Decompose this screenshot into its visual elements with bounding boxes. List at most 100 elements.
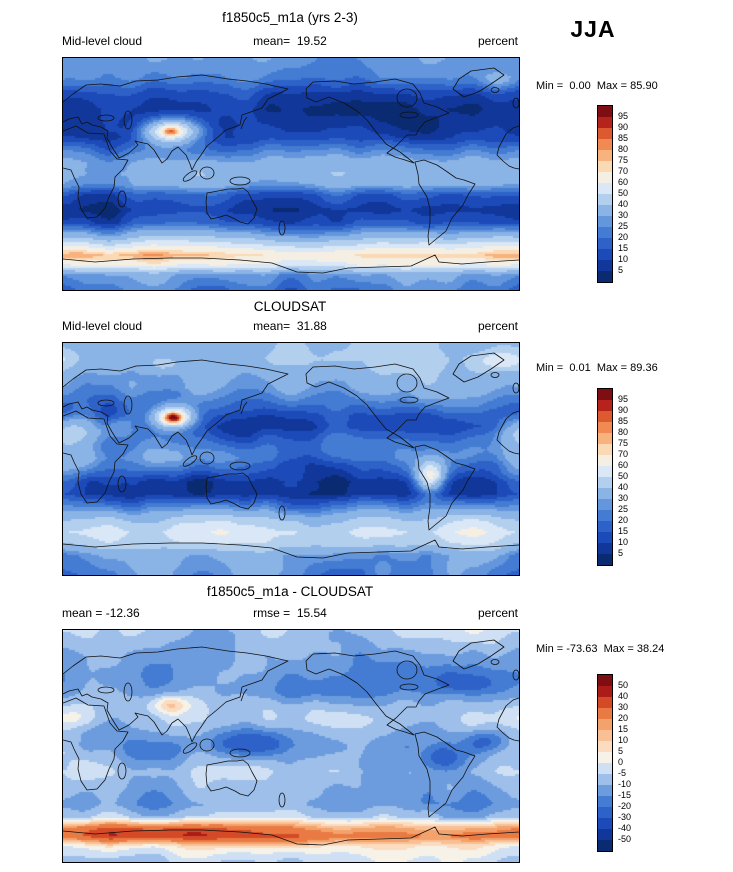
colorbar-block bbox=[598, 422, 612, 433]
colorbar-block bbox=[598, 763, 612, 774]
map-diff bbox=[62, 629, 520, 863]
colorbar-block bbox=[598, 106, 612, 117]
colorbar-tick-label: 95 bbox=[618, 394, 629, 404]
colorbar-block bbox=[598, 466, 612, 477]
units-label: percent bbox=[477, 606, 518, 620]
colorbar-bar bbox=[597, 674, 613, 852]
colorbar-block bbox=[598, 697, 612, 708]
colorbar-block bbox=[598, 161, 612, 172]
colorbar-tick-label: -10 bbox=[618, 779, 632, 789]
map-model bbox=[62, 57, 520, 291]
colorbar-tick-label: 80 bbox=[618, 427, 629, 437]
colorbar-block bbox=[598, 411, 612, 422]
colorbar-tick-label: 20 bbox=[618, 515, 629, 525]
colorbar-block bbox=[598, 477, 612, 488]
colorbar-tick-label: -20 bbox=[618, 801, 632, 811]
colorbar-tick-label: 5 bbox=[618, 265, 624, 275]
colorbar-tick-label: -5 bbox=[618, 768, 627, 778]
colorbar-block bbox=[598, 686, 612, 697]
colorbar-tick-label: 15 bbox=[618, 526, 629, 536]
colorbar-block bbox=[598, 708, 612, 719]
colorbar-block bbox=[598, 139, 612, 150]
colorbar-tick-label: 5 bbox=[618, 746, 624, 756]
colorbar-block bbox=[598, 205, 612, 216]
coastlines-overlay bbox=[63, 352, 519, 559]
colorbar-block bbox=[598, 730, 612, 741]
coastlines-overlay bbox=[63, 639, 519, 846]
colorbar-tick-label: 50 bbox=[618, 680, 629, 690]
colorbar-tick-label: 95 bbox=[618, 111, 629, 121]
variable-label: Mid-level cloud bbox=[62, 319, 143, 333]
panel-title-obs: CLOUDSAT bbox=[253, 299, 327, 314]
colorbar-tick-label: -50 bbox=[618, 834, 632, 844]
colorbar-tick-label: 10 bbox=[618, 735, 629, 745]
panel-labels-obs: Mid-level cloud mean= 31.88 percent bbox=[62, 319, 518, 333]
colorbar-tick-label: 85 bbox=[618, 416, 629, 426]
rmse-label: rmse = 15.54 bbox=[253, 606, 327, 620]
colorbar-block bbox=[598, 752, 612, 763]
colorbar-tick-label: 30 bbox=[618, 210, 629, 220]
colorbar-tick-label: 15 bbox=[618, 724, 629, 734]
minmax-stats-obs: Min = 0.01 Max = 89.36 bbox=[536, 362, 658, 374]
colorbar-tick-label: 50 bbox=[618, 188, 629, 198]
colorbar-block bbox=[598, 741, 612, 752]
colorbar-block bbox=[598, 796, 612, 807]
colorbar-block bbox=[598, 260, 612, 271]
mean-label: mean= 19.52 bbox=[253, 34, 327, 48]
colorbar-tick-label: 40 bbox=[618, 482, 629, 492]
colorbar-tick-label: 75 bbox=[618, 155, 629, 165]
colorbar-block bbox=[598, 249, 612, 260]
colorbar-tick-label: 10 bbox=[618, 254, 629, 264]
colorbar-block bbox=[598, 488, 612, 499]
colorbar-block bbox=[598, 238, 612, 249]
colorbar-tick-label: 30 bbox=[618, 493, 629, 503]
colorbar-tick-label: 90 bbox=[618, 122, 629, 132]
colorbar-bar bbox=[597, 388, 613, 566]
colorbar-tick-label: 90 bbox=[618, 405, 629, 415]
map-field-canvas bbox=[63, 630, 519, 862]
colorbar-block bbox=[598, 543, 612, 554]
colorbar-tick-label: 25 bbox=[618, 504, 629, 514]
colorbar-tick-label: 40 bbox=[618, 691, 629, 701]
variable-label: Mid-level cloud bbox=[62, 34, 143, 48]
colorbar-tick-label: 20 bbox=[618, 713, 629, 723]
colorbar-diff: 50 40 30 20 15 10 5 0 -5 -10 -15 -20 -30 -40 -50 bbox=[597, 674, 661, 852]
colorbar-tick-label: 20 bbox=[618, 232, 629, 242]
colorbar-tick-label: 15 bbox=[618, 243, 629, 253]
colorbar-tick-label: 60 bbox=[618, 460, 629, 470]
colorbar-tick-label: 75 bbox=[618, 438, 629, 448]
colorbar-block bbox=[598, 785, 612, 796]
colorbar-tick-label: -30 bbox=[618, 812, 632, 822]
map-obs bbox=[62, 342, 520, 576]
colorbar-tick-label: 60 bbox=[618, 177, 629, 187]
panel-labels-diff: mean = -12.36 rmse = 15.54 percent bbox=[62, 606, 518, 620]
colorbar-tick-label: 40 bbox=[618, 199, 629, 209]
units-label: percent bbox=[477, 34, 518, 48]
colorbar-tick-label: 50 bbox=[618, 471, 629, 481]
colorbar-block bbox=[598, 389, 612, 400]
colorbar-bar bbox=[597, 105, 613, 283]
colorbar-block bbox=[598, 117, 612, 128]
colorbar-tick-label: 30 bbox=[618, 702, 629, 712]
colorbar-block bbox=[598, 840, 612, 851]
panel-labels-model: Mid-level cloud mean= 19.52 percent bbox=[62, 34, 518, 48]
colorbar-model: 95 90 85 80 75 70 60 50 40 30 25 20 15 10 5 bbox=[597, 105, 661, 283]
colorbar-block bbox=[598, 194, 612, 205]
minmax-stats-model: Min = 0.00 Max = 85.90 bbox=[536, 80, 658, 92]
coastlines-overlay bbox=[63, 67, 519, 274]
colorbar-block bbox=[598, 444, 612, 455]
colorbar-block bbox=[598, 150, 612, 161]
panel-title-model: f1850c5_m1a (yrs 2-3) bbox=[222, 10, 358, 25]
colorbar-block bbox=[598, 433, 612, 444]
colorbar-block bbox=[598, 675, 612, 686]
colorbar-block bbox=[598, 532, 612, 543]
colorbar-block bbox=[598, 271, 612, 282]
panel-title-diff: f1850c5_m1a - CLOUDSAT bbox=[206, 584, 374, 599]
map-field-canvas bbox=[63, 343, 519, 575]
colorbar-block bbox=[598, 807, 612, 818]
colorbar-block bbox=[598, 818, 612, 829]
minmax-stats-diff: Min = -73.63 Max = 38.24 bbox=[536, 643, 665, 655]
colorbar-block bbox=[598, 829, 612, 840]
colorbar-block bbox=[598, 719, 612, 730]
colorbar-block bbox=[598, 183, 612, 194]
